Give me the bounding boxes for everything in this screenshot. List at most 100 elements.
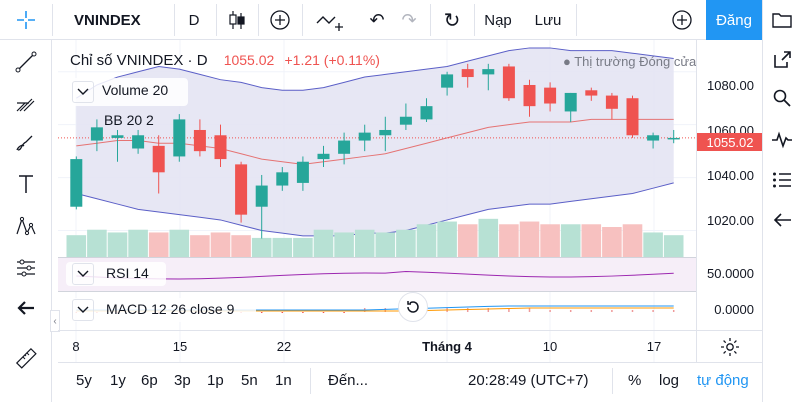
chart-area[interactable]: Chỉ số VNINDEX · D 1055.02 +1.21 (+0.11%…	[50, 40, 697, 402]
chevron-down-icon[interactable]	[72, 299, 94, 321]
range-6p[interactable]: 6p	[141, 371, 158, 389]
price-label: 1080.00	[707, 78, 754, 93]
price-change: +1.21 (+0.11%)	[284, 52, 380, 68]
volume-bar	[210, 232, 231, 257]
interval-button[interactable]: D	[188, 11, 200, 29]
rsi-line	[76, 271, 674, 280]
time-label: 17	[646, 339, 662, 354]
bb-label: BB 20 2	[104, 112, 154, 128]
symbol-search-button[interactable]: VNINDEX	[74, 11, 141, 29]
volume-bar	[293, 237, 313, 257]
price-axis[interactable]: 1080.00 1060.00 1040.00 1020.00 1055.02 …	[696, 40, 763, 362]
candle-body	[152, 145, 165, 173]
load-button[interactable]: Nạp	[484, 11, 512, 29]
macd-axis-label: 0.0000	[714, 302, 754, 317]
log-toggle[interactable]: log	[659, 371, 680, 389]
price-label: 1020.00	[707, 213, 754, 228]
percent-toggle[interactable]: %	[628, 371, 642, 389]
volume-label: Volume 20	[102, 82, 169, 98]
pulse-icon[interactable]	[763, 122, 800, 158]
pane-divider[interactable]	[58, 257, 696, 258]
candle-body	[193, 129, 206, 152]
pitchfork-icon[interactable]	[0, 84, 52, 120]
market-status: ● Thị trường Đóng cửa	[563, 54, 697, 69]
indicators-icon[interactable]	[308, 0, 352, 40]
bollinger-lower-line	[76, 182, 674, 237]
folder-icon[interactable]	[763, 2, 800, 38]
volume-bar	[416, 224, 437, 257]
volume-bar	[251, 237, 272, 257]
volume-bar	[313, 229, 334, 257]
arrow-left-icon[interactable]	[763, 202, 800, 238]
text-icon[interactable]	[0, 166, 52, 202]
redo-button[interactable]: ↷	[401, 9, 417, 30]
volume-bar	[190, 235, 210, 257]
candle-body	[399, 116, 412, 125]
price-label: 1040.00	[707, 168, 754, 183]
volume-bar	[457, 224, 478, 257]
pane-divider[interactable]	[58, 291, 696, 292]
replay-button[interactable]: ↻	[443, 9, 461, 32]
candle-body	[564, 92, 577, 112]
candle-body	[502, 66, 515, 99]
undo-button[interactable]: ↶	[369, 9, 385, 30]
bollinger-upper-line	[76, 47, 674, 99]
candlestick-icon[interactable]	[220, 0, 254, 40]
brush-icon[interactable]	[0, 124, 52, 160]
collapse-toolbar-handle[interactable]: ‹	[50, 310, 60, 332]
chevron-down-icon[interactable]	[72, 263, 94, 285]
chart-canvas[interactable]	[58, 40, 696, 362]
time-label: Tháng 4	[422, 339, 472, 354]
volume-bar	[478, 218, 499, 257]
range-5y[interactable]: 5y	[76, 371, 92, 389]
chevron-down-icon[interactable]	[72, 81, 94, 103]
volume-bar	[334, 232, 354, 257]
rsi-axis-label: 50.0000	[707, 266, 754, 281]
publish-button[interactable]: Đăng	[706, 0, 762, 40]
range-1n[interactable]: 1n	[275, 371, 292, 389]
drawing-toolbar	[0, 40, 52, 402]
add-icon[interactable]	[664, 0, 700, 40]
trend-line-icon[interactable]	[0, 44, 52, 80]
reset-chart-button[interactable]	[398, 292, 428, 322]
current-price-tag: 1055.02	[697, 133, 763, 151]
candle-body	[523, 84, 536, 107]
volume-bar	[66, 235, 87, 257]
time-label: 22	[276, 339, 292, 354]
volume-bar	[107, 232, 128, 257]
clock[interactable]: 20:28:49 (UTC+7)	[468, 371, 589, 389]
macd-label: MACD 12 26 close 9	[106, 301, 235, 317]
right-sidebar	[762, 0, 800, 402]
crosshair-icon[interactable]	[8, 0, 44, 40]
last-price: 1055.02	[223, 52, 275, 68]
candle-body	[544, 87, 557, 104]
chart-title: Chỉ số VNINDEX · D 1055.02 +1.21 (+0.11%…	[70, 52, 380, 69]
range-1y[interactable]: 1y	[110, 371, 126, 389]
back-arrow-icon[interactable]	[0, 290, 52, 326]
save-button[interactable]: Lưu	[534, 11, 562, 29]
ruler-icon[interactable]	[0, 340, 52, 376]
range-1p[interactable]: 1p	[207, 371, 224, 389]
candle-body	[379, 129, 392, 136]
candle-body	[90, 127, 103, 141]
prediction-icon[interactable]	[0, 250, 52, 286]
auto-scale-toggle[interactable]: tự động	[697, 371, 749, 389]
time-label: 10	[542, 339, 558, 354]
external-link-icon[interactable]	[763, 42, 800, 78]
volume-bar	[354, 229, 375, 257]
range-3p[interactable]: 3p	[174, 371, 191, 389]
range-5n[interactable]: 5n	[241, 371, 258, 389]
time-label: 15	[172, 339, 188, 354]
candle-body	[70, 159, 83, 207]
list-icon[interactable]	[763, 162, 800, 198]
pattern-icon[interactable]	[0, 208, 52, 244]
search-icon[interactable]	[763, 80, 800, 116]
goto-date-button[interactable]: Đến...	[328, 371, 369, 389]
time-axis[interactable]: 8 15 22 Tháng 4 10 17	[58, 330, 696, 360]
time-label: 8	[72, 339, 80, 354]
volume-bar	[643, 232, 663, 257]
volume-legend: Volume 20	[66, 78, 188, 106]
settings-gear-icon[interactable]	[697, 330, 763, 362]
add-indicator-icon[interactable]	[262, 0, 298, 40]
